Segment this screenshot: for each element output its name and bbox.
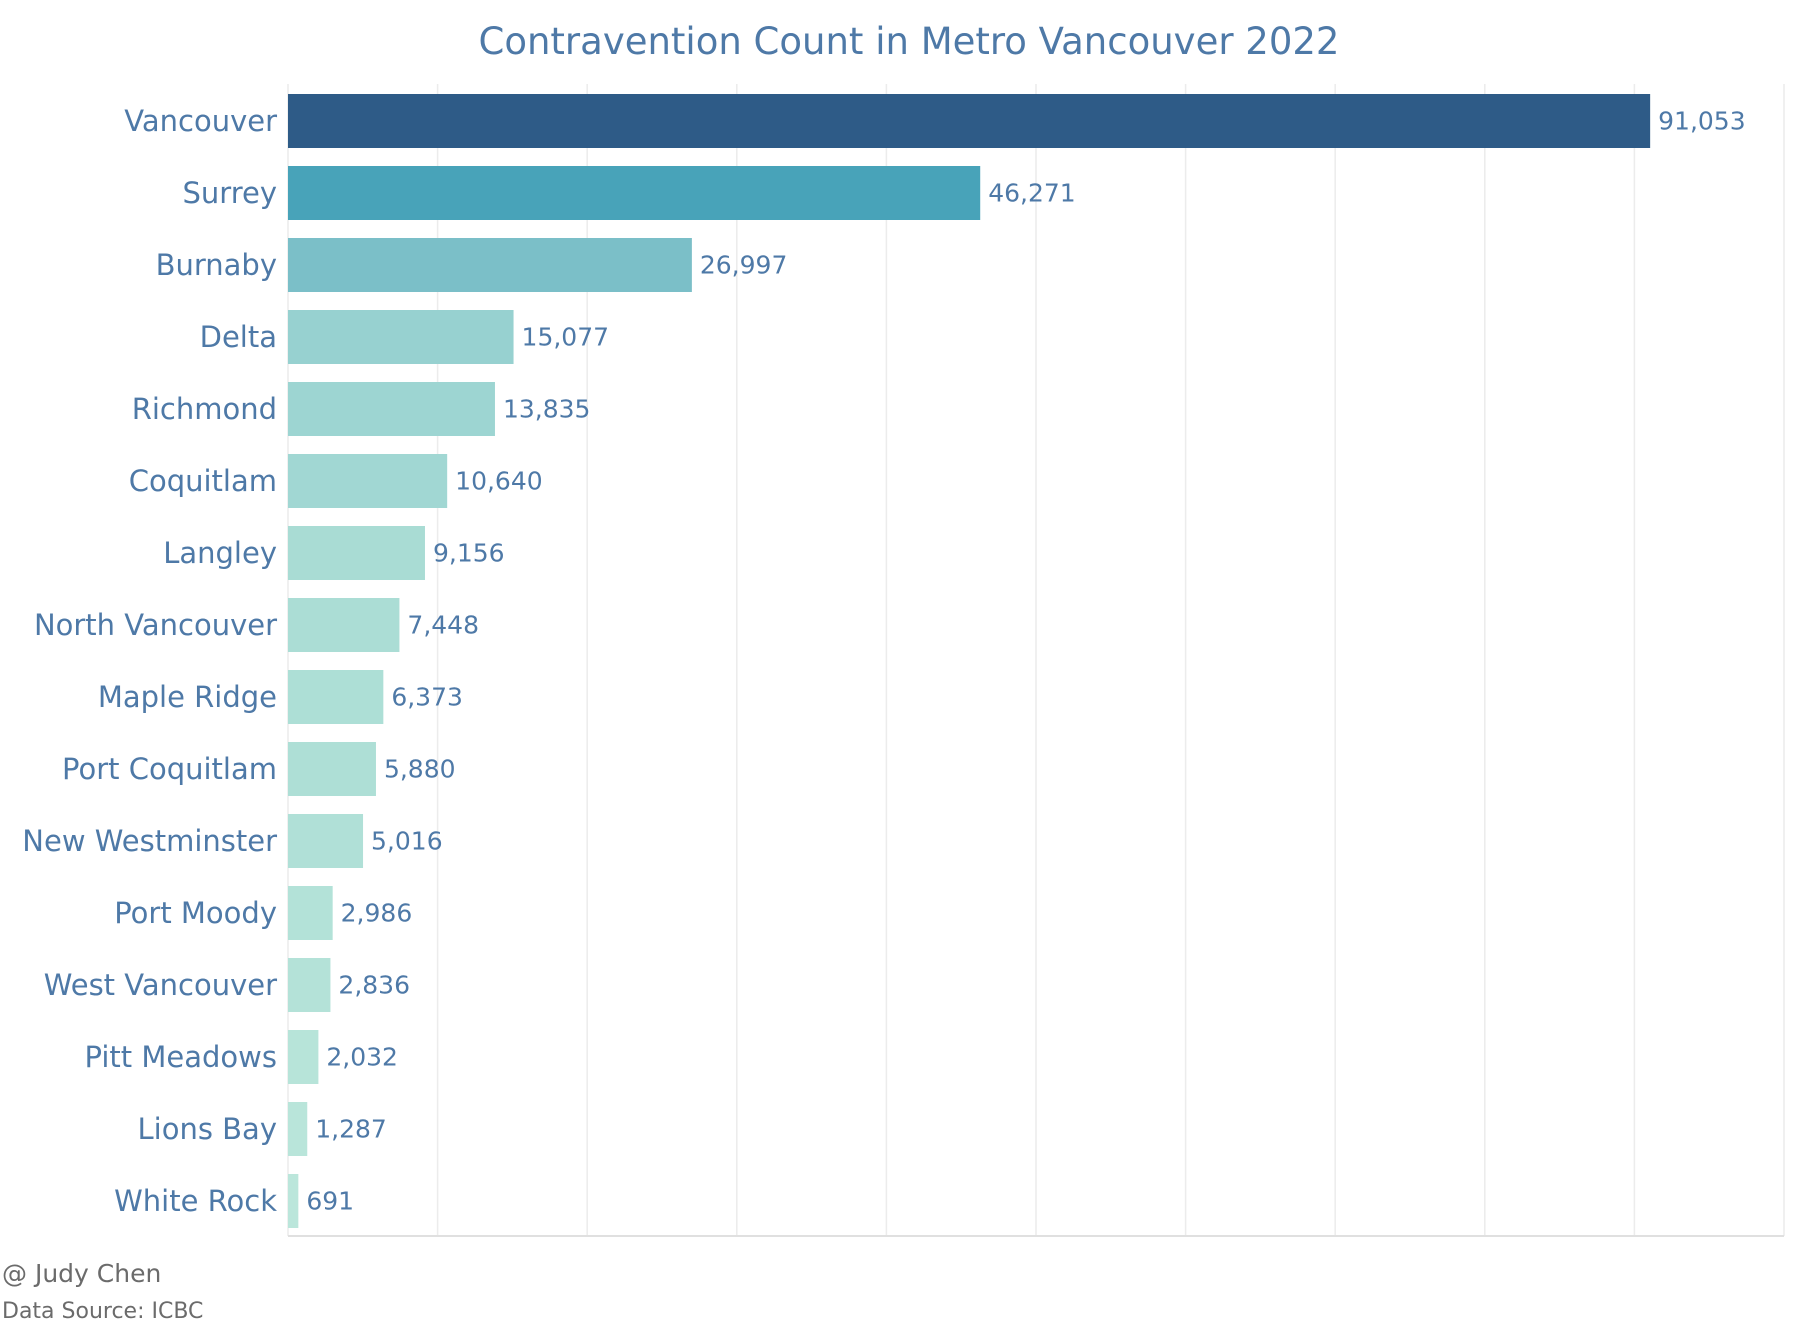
value-label: 7,448	[407, 611, 479, 640]
bar	[288, 886, 333, 940]
category-label: Langley	[163, 536, 277, 570]
value-label: 2,032	[326, 1043, 398, 1072]
bar	[288, 238, 692, 292]
bar	[288, 382, 495, 436]
bar	[288, 958, 331, 1012]
value-label: 10,640	[455, 467, 542, 496]
value-label: 2,986	[341, 899, 413, 928]
bar	[288, 454, 448, 508]
bar	[288, 1030, 319, 1084]
value-label: 5,880	[384, 755, 456, 784]
category-label: Coquitlam	[129, 464, 277, 498]
value-label: 9,156	[433, 539, 505, 568]
bar	[288, 526, 425, 580]
bar	[288, 1102, 308, 1156]
category-label: Lions Bay	[138, 1112, 278, 1146]
value-label: 13,835	[503, 395, 590, 424]
data-source: Data Source: ICBC	[2, 1299, 203, 1324]
category-label: Surrey	[183, 176, 278, 210]
value-label: 46,271	[988, 179, 1075, 208]
bar	[288, 94, 1651, 148]
category-label: Vancouver	[124, 104, 277, 138]
bar	[288, 814, 364, 868]
bar	[288, 310, 514, 364]
category-label: West Vancouver	[44, 968, 277, 1002]
value-label: 15,077	[522, 323, 609, 352]
value-label: 5,016	[371, 827, 443, 856]
value-label: 1,287	[315, 1115, 387, 1144]
category-label: Port Moody	[114, 896, 277, 930]
bars	[288, 94, 1651, 1228]
value-label: 6,373	[391, 683, 463, 712]
author-credit: @ Judy Chen	[2, 1259, 161, 1288]
category-label: Port Coquitlam	[62, 752, 277, 786]
category-label: New Westminster	[22, 824, 277, 858]
bar	[288, 742, 376, 796]
category-label: Richmond	[132, 392, 277, 426]
value-label: 26,997	[700, 251, 787, 280]
category-label: Pitt Meadows	[85, 1040, 277, 1074]
category-label: Burnaby	[156, 248, 277, 282]
chart-title: Contravention Count in Metro Vancouver 2…	[479, 20, 1340, 63]
value-label: 691	[306, 1187, 354, 1216]
category-label: North Vancouver	[34, 608, 277, 642]
category-label: White Rock	[114, 1184, 277, 1218]
bar	[288, 670, 384, 724]
bar	[288, 598, 400, 652]
bar	[288, 1174, 299, 1228]
category-label: Delta	[200, 320, 277, 354]
value-label: 91,053	[1658, 107, 1745, 136]
value-labels: 91,053 46,271 26,997 15,077 13,835 10,640 9,15…	[306, 107, 1745, 1216]
category-labels: Vancouver Surrey Burnaby Delta Richmond Coqui…	[22, 104, 277, 1218]
bar	[288, 166, 981, 220]
value-label: 2,836	[338, 971, 410, 1000]
category-label: Maple Ridge	[98, 680, 277, 714]
